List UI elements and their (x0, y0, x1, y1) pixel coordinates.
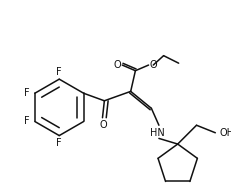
Text: F: F (56, 67, 62, 77)
Text: O: O (113, 60, 121, 70)
Text: HN: HN (149, 128, 164, 138)
Text: OH: OH (218, 128, 231, 138)
Text: O: O (99, 120, 107, 130)
Text: F: F (23, 116, 29, 127)
Text: F: F (56, 138, 62, 148)
Text: F: F (23, 88, 29, 98)
Text: O: O (149, 60, 156, 70)
